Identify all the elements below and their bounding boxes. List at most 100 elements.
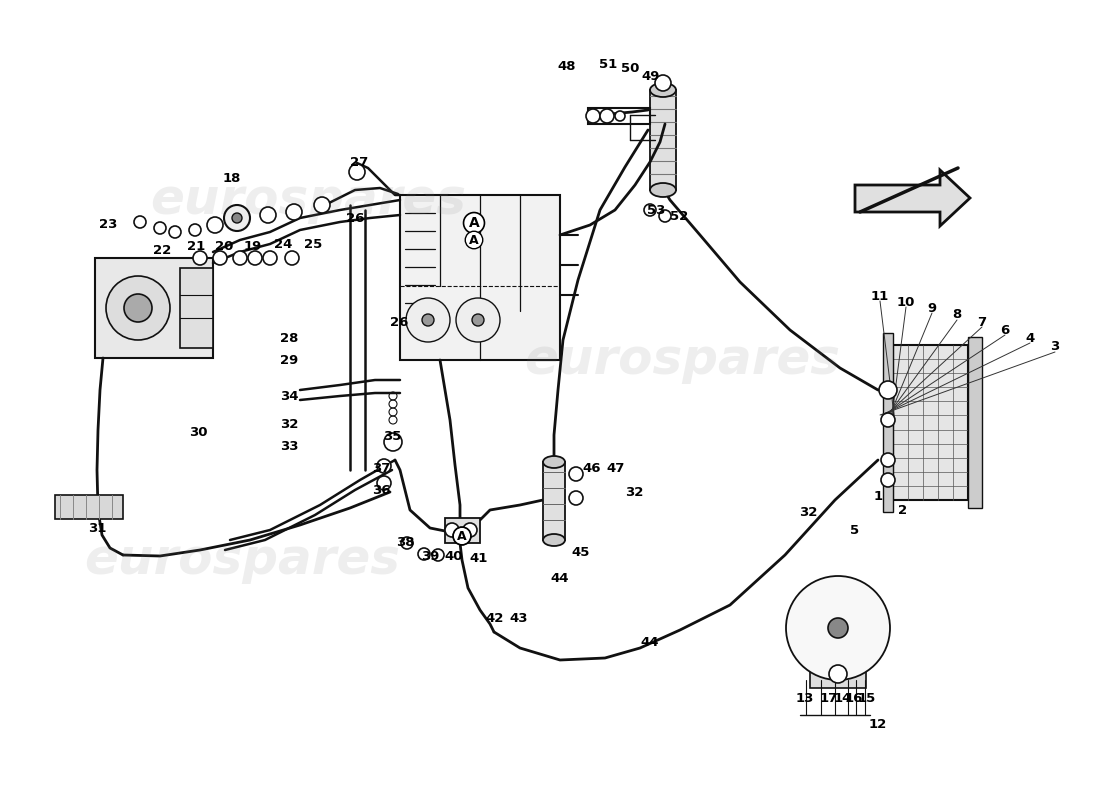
- Circle shape: [586, 109, 600, 123]
- Circle shape: [134, 216, 146, 228]
- Text: A: A: [458, 530, 466, 542]
- Bar: [543, 462, 565, 540]
- Circle shape: [615, 111, 625, 121]
- Polygon shape: [855, 170, 970, 226]
- Text: 40: 40: [444, 550, 463, 562]
- Text: 4: 4: [1025, 331, 1035, 345]
- Text: 18: 18: [223, 171, 241, 185]
- Circle shape: [124, 294, 152, 322]
- Text: 9: 9: [927, 302, 936, 314]
- Text: 39: 39: [421, 550, 439, 563]
- Text: 52: 52: [670, 210, 689, 222]
- Text: 23: 23: [99, 218, 118, 231]
- Text: 29: 29: [279, 354, 298, 366]
- Text: 26: 26: [345, 213, 364, 226]
- Text: 33: 33: [279, 439, 298, 453]
- Circle shape: [232, 213, 242, 223]
- Text: 53: 53: [647, 203, 666, 217]
- Text: 49: 49: [641, 70, 660, 82]
- Circle shape: [881, 453, 895, 467]
- Circle shape: [432, 549, 444, 561]
- Circle shape: [881, 413, 895, 427]
- Text: 44: 44: [640, 637, 659, 650]
- Circle shape: [422, 314, 435, 326]
- Text: A: A: [469, 216, 480, 230]
- Circle shape: [154, 222, 166, 234]
- Text: 31: 31: [88, 522, 107, 534]
- Text: 36: 36: [372, 483, 390, 497]
- Text: 41: 41: [470, 551, 488, 565]
- Text: 22: 22: [153, 243, 172, 257]
- Text: 10: 10: [896, 295, 915, 309]
- Text: 32: 32: [279, 418, 298, 430]
- Circle shape: [224, 205, 250, 231]
- Text: 8: 8: [953, 309, 961, 322]
- Circle shape: [189, 224, 201, 236]
- Circle shape: [829, 665, 847, 683]
- Text: 34: 34: [279, 390, 298, 402]
- Bar: [180, 268, 213, 348]
- Bar: [650, 90, 676, 190]
- Text: 19: 19: [244, 241, 262, 254]
- Bar: [588, 108, 650, 124]
- Circle shape: [659, 210, 671, 222]
- Text: 6: 6: [1000, 323, 1010, 337]
- Circle shape: [402, 537, 412, 549]
- Text: 21: 21: [187, 241, 205, 254]
- Text: 24: 24: [274, 238, 293, 250]
- Text: 47: 47: [607, 462, 625, 474]
- Text: 30: 30: [189, 426, 207, 438]
- Circle shape: [384, 433, 402, 451]
- Text: 42: 42: [486, 611, 504, 625]
- Bar: [883, 333, 893, 512]
- Text: 3: 3: [1050, 341, 1059, 354]
- Circle shape: [600, 109, 614, 123]
- Circle shape: [569, 491, 583, 505]
- Text: 25: 25: [304, 238, 322, 250]
- Circle shape: [192, 251, 207, 265]
- Text: 50: 50: [620, 62, 639, 74]
- Text: eurospares: eurospares: [150, 176, 466, 224]
- Circle shape: [106, 276, 170, 340]
- Text: 13: 13: [795, 691, 814, 705]
- Text: eurospares: eurospares: [84, 536, 400, 584]
- Text: 2: 2: [899, 503, 907, 517]
- Text: 32: 32: [799, 506, 817, 518]
- Circle shape: [286, 204, 302, 220]
- Text: 37: 37: [372, 462, 390, 474]
- Bar: [55, 495, 123, 519]
- Text: 45: 45: [572, 546, 591, 558]
- Circle shape: [446, 523, 459, 537]
- Bar: [95, 258, 213, 358]
- Text: 16: 16: [845, 691, 864, 705]
- Circle shape: [349, 164, 365, 180]
- Circle shape: [248, 251, 262, 265]
- Circle shape: [418, 548, 430, 560]
- Text: 27: 27: [350, 157, 368, 170]
- Circle shape: [233, 251, 248, 265]
- Circle shape: [213, 251, 227, 265]
- Circle shape: [881, 473, 895, 487]
- Text: eurospares: eurospares: [524, 336, 840, 384]
- Text: 48: 48: [558, 61, 576, 74]
- Circle shape: [472, 314, 484, 326]
- Bar: [810, 660, 866, 688]
- Bar: [446, 518, 480, 543]
- Text: 46: 46: [583, 462, 602, 474]
- Circle shape: [569, 467, 583, 481]
- Text: 43: 43: [509, 611, 528, 625]
- Ellipse shape: [650, 183, 676, 197]
- Circle shape: [406, 298, 450, 342]
- Circle shape: [654, 75, 671, 91]
- Bar: [400, 195, 560, 360]
- Bar: [893, 345, 968, 500]
- Text: 5: 5: [850, 523, 859, 537]
- Circle shape: [260, 207, 276, 223]
- Text: 20: 20: [214, 241, 233, 254]
- Ellipse shape: [650, 83, 676, 97]
- Circle shape: [828, 618, 848, 638]
- Circle shape: [463, 523, 477, 537]
- Ellipse shape: [543, 456, 565, 468]
- Text: 15: 15: [858, 691, 876, 705]
- Text: 35: 35: [383, 430, 402, 443]
